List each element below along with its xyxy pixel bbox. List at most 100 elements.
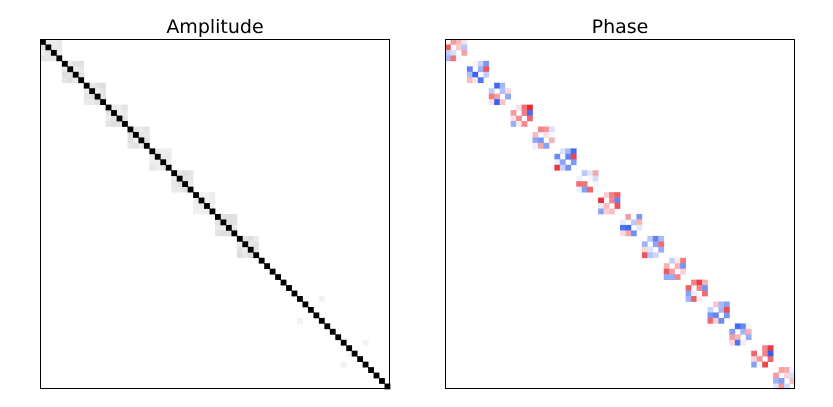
amplitude-cell (171, 175, 178, 182)
phase-cell (614, 192, 621, 198)
amplitude-diagonal-cell (122, 121, 128, 127)
phase-cell (466, 71, 473, 78)
phase-cell (712, 317, 719, 324)
amplitude-cell (220, 224, 227, 231)
phase-cell (548, 131, 555, 138)
amplitude-cell (253, 241, 260, 248)
phase-cell (472, 71, 479, 78)
amplitude-diagonal-cell (50, 49, 57, 56)
amplitude-cell (236, 246, 243, 253)
amplitude-cell (225, 214, 232, 220)
amplitude-cell (89, 82, 96, 89)
phase-cell (718, 306, 725, 313)
amplitude-cell (61, 77, 68, 84)
amplitude-cell (132, 126, 139, 133)
phase-cell (488, 88, 495, 95)
amplitude-cell (143, 137, 150, 144)
amplitude-cell (100, 93, 106, 100)
amplitude-cell (253, 246, 260, 253)
phase-cell (581, 181, 588, 188)
phase-cell (445, 49, 451, 56)
amplitude-cell (346, 350, 353, 357)
amplitude-diagonal-cell (302, 301, 309, 308)
phase-cell (762, 345, 769, 352)
amplitude-cell (225, 230, 232, 237)
amplitude-diagonal-cell (171, 170, 178, 177)
amplitude-cell (149, 159, 156, 166)
amplitude-diagonal-cell (100, 99, 106, 105)
phase-cell (592, 170, 599, 177)
amplitude-diagonal-cell (72, 71, 79, 78)
phase-cell (680, 263, 686, 270)
phase-cell (455, 44, 462, 51)
amplitude-cell (94, 82, 101, 89)
phase-cell (729, 339, 736, 346)
amplitude-cell (198, 192, 205, 198)
phase-cell (543, 126, 550, 133)
phase-cell (712, 312, 719, 319)
amplitude-cell (204, 192, 210, 198)
phase-cell (636, 219, 643, 226)
phase-cell (537, 142, 544, 149)
phase-cell (592, 175, 599, 182)
phase-cell (762, 361, 769, 368)
phase-cell (494, 99, 501, 105)
phase-cell (565, 153, 572, 160)
phase-cell (576, 181, 583, 188)
amplitude-cell (231, 214, 238, 220)
phase-cell (658, 241, 665, 248)
amplitude-diagonal-cell (346, 345, 353, 352)
amplitude-cell (83, 93, 90, 100)
phase-cell (641, 246, 648, 253)
phase-cell (784, 372, 790, 379)
phase-cell (521, 121, 528, 127)
phase-cell (499, 88, 506, 95)
phase-cell (778, 378, 785, 384)
phase-cell (789, 378, 796, 384)
amplitude-diagonal-cell (373, 372, 380, 379)
amplitude-cell (72, 60, 79, 67)
amplitude-cell (122, 115, 128, 122)
amplitude-cell (187, 181, 194, 188)
phase-cell (658, 235, 665, 242)
phase-cell (707, 312, 714, 319)
amplitude-cell (143, 131, 150, 138)
phase-cell (527, 110, 533, 116)
amplitude-diagonal-cell (149, 148, 156, 155)
phase-cell (603, 203, 610, 209)
amplitude-cell (215, 219, 221, 226)
amplitude-cell (45, 39, 52, 45)
amplitude-cell (89, 99, 96, 105)
amplitude-cell (138, 131, 145, 138)
amplitude-diagonal-cell (56, 55, 63, 62)
amplitude-cell (209, 192, 216, 198)
amplitude-diagonal-cell (357, 356, 364, 363)
phase-cell (663, 263, 670, 270)
amplitude-diagonal-cell (116, 115, 123, 122)
amplitude-cell (165, 148, 172, 155)
amplitude-cell (209, 203, 216, 209)
phase-cell (516, 121, 522, 127)
phase-cell (505, 88, 511, 95)
amplitude-cell (198, 208, 205, 215)
amplitude-cell (100, 82, 106, 89)
amplitude-diagonal-cell (67, 66, 74, 73)
phase-cell (592, 181, 599, 188)
amplitude-diagonal-cell (318, 317, 325, 324)
phase-cell (609, 197, 615, 204)
phase-cell (581, 186, 588, 193)
amplitude-diagonal-cell (89, 88, 96, 95)
phase-cell (778, 383, 785, 390)
amplitude-cell (122, 110, 128, 116)
amplitude-cell (149, 164, 156, 171)
phase-cell (455, 55, 462, 62)
amplitude-cell (193, 208, 199, 215)
phase-cell (734, 323, 741, 330)
phase-cell (723, 306, 730, 313)
phase-cell (499, 82, 506, 89)
amplitude-cell (204, 208, 210, 215)
amplitude-cell (40, 49, 46, 56)
phase-cell (521, 104, 528, 111)
phase-cell (516, 115, 522, 122)
